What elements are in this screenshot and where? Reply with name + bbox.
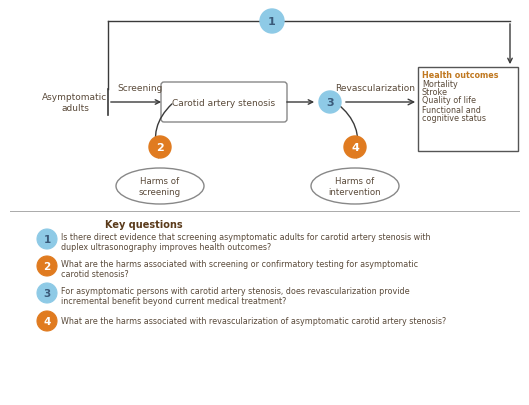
Text: Asymptomatic
adults: Asymptomatic adults	[42, 93, 107, 113]
Circle shape	[344, 136, 366, 159]
Text: Harms of
screening: Harms of screening	[139, 177, 181, 196]
Circle shape	[37, 230, 57, 249]
Text: Health outcomes: Health outcomes	[422, 71, 498, 80]
Text: Revascularization: Revascularization	[335, 84, 415, 93]
Text: duplex ultrasonography improves health outcomes?: duplex ultrasonography improves health o…	[61, 243, 271, 252]
Text: 4: 4	[351, 143, 359, 153]
Text: For asymptomatic persons with carotid artery stenosis, does revascularization pr: For asymptomatic persons with carotid ar…	[61, 286, 409, 295]
Text: Harms of
intervention: Harms of intervention	[329, 177, 381, 196]
FancyBboxPatch shape	[418, 68, 518, 151]
Text: Functional and: Functional and	[422, 106, 481, 115]
Text: Quality of life: Quality of life	[422, 96, 476, 105]
Ellipse shape	[311, 168, 399, 205]
Circle shape	[37, 311, 57, 331]
Text: What are the harms associated with screening or confirmatory testing for asympto: What are the harms associated with scree…	[61, 259, 418, 269]
Text: incremental benefit beyond current medical treatment?: incremental benefit beyond current medic…	[61, 296, 286, 305]
Text: 3: 3	[43, 288, 51, 298]
Text: 4: 4	[43, 316, 51, 326]
Circle shape	[260, 10, 284, 34]
Text: Stroke: Stroke	[422, 88, 448, 97]
Circle shape	[37, 256, 57, 276]
Circle shape	[37, 284, 57, 303]
Text: Mortality: Mortality	[422, 80, 458, 89]
Circle shape	[319, 92, 341, 114]
Text: What are the harms associated with revascularization of asymptomatic carotid art: What are the harms associated with revas…	[61, 316, 446, 325]
Text: Carotid artery stenosis: Carotid artery stenosis	[172, 98, 276, 107]
Text: Key questions: Key questions	[105, 220, 183, 230]
Text: carotid stenosis?: carotid stenosis?	[61, 269, 129, 278]
FancyBboxPatch shape	[161, 83, 287, 123]
Text: 1: 1	[268, 17, 276, 27]
Text: 1: 1	[43, 234, 51, 244]
Ellipse shape	[116, 168, 204, 205]
Text: 3: 3	[326, 98, 334, 108]
Text: cognitive status: cognitive status	[422, 114, 486, 123]
Text: 2: 2	[156, 143, 164, 153]
Circle shape	[149, 136, 171, 159]
Text: Screening: Screening	[117, 84, 163, 93]
Text: 2: 2	[43, 261, 51, 271]
Text: Is there direct evidence that screening asymptomatic adults for carotid artery s: Is there direct evidence that screening …	[61, 232, 431, 241]
